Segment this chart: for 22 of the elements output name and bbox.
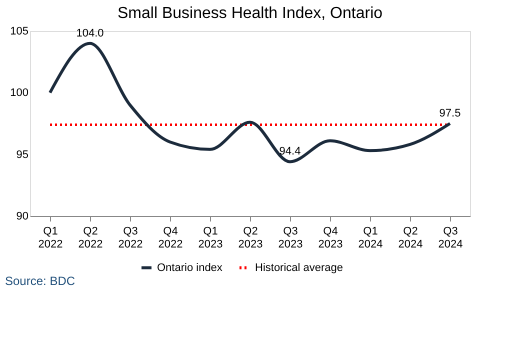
x-tick-label: Q4 2023 — [318, 226, 343, 250]
y-tick-label: 90 — [16, 210, 28, 222]
data-label: 104.0 — [76, 27, 104, 40]
chart-title: Small Business Health Index, Ontario — [117, 5, 383, 22]
x-tick-label: Q3 2024 — [438, 226, 463, 250]
x-tick-label: Q1 2022 — [38, 226, 63, 250]
y-tick-label: 95 — [16, 148, 28, 161]
x-tick-label: Q4 2022 — [158, 226, 183, 250]
legend-label: Ontario index — [157, 262, 223, 274]
x-tick-label: Q3 2022 — [118, 226, 143, 250]
x-tick-label: Q2 2022 — [78, 226, 103, 250]
x-tick-label: Q1 2023 — [198, 226, 223, 250]
x-tick-label: Q2 2024 — [398, 226, 423, 250]
x-tick-label: Q1 2024 — [358, 226, 383, 250]
y-tick-label: 100 — [10, 87, 28, 100]
y-tick-label: 105 — [10, 26, 28, 38]
legend-label: Historical average — [255, 262, 344, 274]
data-label: 97.5 — [439, 108, 461, 120]
data-label: 94.4 — [279, 146, 301, 158]
x-tick-label: Q2 2023 — [238, 226, 263, 250]
x-tick-label: Q3 2023 — [278, 226, 303, 250]
source-note: Source: BDC — [5, 274, 76, 288]
